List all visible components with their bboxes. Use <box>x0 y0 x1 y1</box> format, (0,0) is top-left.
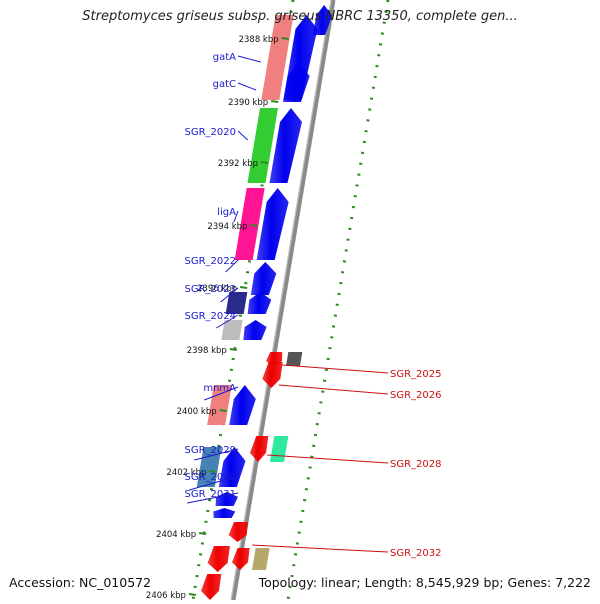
backbone-highlight <box>230 0 332 601</box>
gene-label-liga[interactable]: ligA <box>217 207 236 218</box>
gene-label-sgr_2022[interactable]: SGR_2022 <box>185 256 237 267</box>
gene-features[interactable] <box>196 5 333 600</box>
ruler-tick-mark <box>240 286 248 289</box>
ruler-tick-label: 2404 kbp <box>156 530 196 540</box>
right-ruler-dots <box>286 0 390 601</box>
ruler-tick-mark <box>250 224 258 227</box>
gene-arrow-lower-b[interactable] <box>207 546 230 572</box>
ruler-tick-label: 2398 kbp <box>187 346 227 356</box>
gene-leader-line <box>204 386 239 401</box>
gene-leader-line <box>237 55 261 63</box>
gene-arrow-sgr_2032[interactable] <box>231 548 250 570</box>
backbone-line <box>230 0 336 601</box>
gene-leader-line <box>189 475 239 491</box>
gene-bar-sgr_2023[interactable] <box>225 292 248 314</box>
gene-arrow-sgr_2026[interactable] <box>262 362 283 388</box>
gene-label-sgr_2026[interactable]: SGR_2026 <box>390 390 442 401</box>
gene-label-sgr_2029[interactable]: SGR_2029 <box>185 445 237 456</box>
gene-label-sgr_2031[interactable]: SGR_2031 <box>185 489 237 500</box>
ruler-tick-mark <box>209 470 217 473</box>
gene-bar-sgr_2020[interactable] <box>247 108 278 183</box>
gene-leader-line <box>267 454 389 464</box>
ruler-tick-mark <box>260 161 269 164</box>
ruler-tick-mark <box>188 593 197 596</box>
gene-leader-line <box>252 544 389 553</box>
ruler-tick-label: 2396 kbp <box>197 284 237 294</box>
left-ruler-dots <box>191 0 295 601</box>
gene-bar-sgr_2025[interactable] <box>285 352 303 366</box>
gene-arrow-sgr_2031[interactable] <box>213 508 236 518</box>
gene-label-gata[interactable]: gatA <box>213 52 236 63</box>
ruler-tick-mark <box>271 100 279 103</box>
gene-arrow-lower-c[interactable] <box>200 574 222 600</box>
gene-label-sgr_2024[interactable]: SGR_2024 <box>185 311 237 322</box>
gene-leader-line <box>237 82 257 91</box>
ruler-tick-label: 2402 kbp <box>166 468 206 478</box>
genome-summary-text: Topology: linear; Length: 8,545,929 bp; … <box>258 575 591 590</box>
ruler-tick-label: 2390 kbp <box>228 98 268 108</box>
gene-arrow-lower-a[interactable] <box>228 522 248 542</box>
genome-title: Streptomyces griseus subsp. griseus NBRC… <box>82 9 518 24</box>
gene-leader-line <box>225 259 239 273</box>
gene-bar-sgr_2029[interactable] <box>196 447 222 487</box>
ruler-tick-mark <box>219 409 227 412</box>
gene-label-sgr_2023[interactable]: SGR_2023 <box>185 284 237 295</box>
gene-bar-sgr_2032[interactable] <box>251 548 270 570</box>
gene-bar-gata[interactable] <box>261 15 294 100</box>
ruler-tick-label: 2392 kbp <box>218 159 258 169</box>
gene-arrow-upper[interactable] <box>313 5 333 35</box>
gene-arrow-sgr_2022[interactable] <box>250 262 277 295</box>
gene-arrow-sgr_2029[interactable] <box>218 447 246 487</box>
gene-labels[interactable]: gatA gatC SGR_2020 ligA SGR_2022 SGR_2023 SGR_… <box>185 52 442 559</box>
gene-label-sgr_2032[interactable]: SGR_2032 <box>390 548 442 559</box>
ruler-tick-label: 2394 kbp <box>207 222 247 232</box>
gene-label-sgr_2028[interactable]: SGR_2028 <box>390 459 442 470</box>
ruler-dots <box>191 0 390 601</box>
ruler-tick-label: 2400 kbp <box>177 407 217 417</box>
gene-arrow-sgr_2020[interactable] <box>269 108 302 183</box>
gene-leader-line <box>220 287 239 303</box>
gene-leader-line <box>282 364 389 374</box>
ruler-ticks: 2388 kbp 2390 kbp 2392 kbp 2394 kbp 2396 kbp… <box>146 35 289 601</box>
gene-label-sgr_2030[interactable]: SGR_2030 <box>185 472 237 483</box>
gene-arrow-gatc[interactable] <box>282 62 310 102</box>
gene-leader-line <box>233 210 239 223</box>
ruler-tick-mark <box>199 532 207 535</box>
chromosome-backbone <box>230 0 336 601</box>
accession-text: Accession: NC_010572 <box>9 575 152 590</box>
gene-label-sgr_2020[interactable]: SGR_2020 <box>185 127 237 138</box>
gene-bar-liga[interactable] <box>234 188 265 260</box>
ruler-tick-label: 2388 kbp <box>239 35 279 45</box>
gene-label-gatc[interactable]: gatC <box>213 79 236 90</box>
gene-arrow-mnma[interactable] <box>229 385 256 425</box>
gene-label-mnma[interactable]: mnmA <box>203 383 236 394</box>
gene-arrow-sgr_2028[interactable] <box>249 436 269 462</box>
gene-leader-line <box>278 384 389 395</box>
gene-bar-mnma[interactable] <box>207 385 232 425</box>
gene-bar-sgr_2024[interactable] <box>221 320 243 340</box>
gene-leader-line <box>237 130 249 141</box>
ruler-tick-mark <box>281 37 289 40</box>
gene-arrow-sgr_2030[interactable] <box>215 492 238 506</box>
gene-leader-line <box>187 492 239 504</box>
gene-bar-sgr_2028[interactable] <box>269 436 289 462</box>
ruler-tick-label: 2406 kbp <box>146 591 186 600</box>
ruler-tick-mark <box>229 348 237 351</box>
gene-arrow-sgr_2024[interactable] <box>243 320 267 340</box>
gene-leader-line <box>194 448 239 461</box>
gene-label-sgr_2025[interactable]: SGR_2025 <box>390 369 442 380</box>
gene-arrow-liga[interactable] <box>256 188 289 260</box>
gene-leader-line <box>216 314 239 329</box>
gene-arrow-sgr_2023[interactable] <box>247 292 272 314</box>
